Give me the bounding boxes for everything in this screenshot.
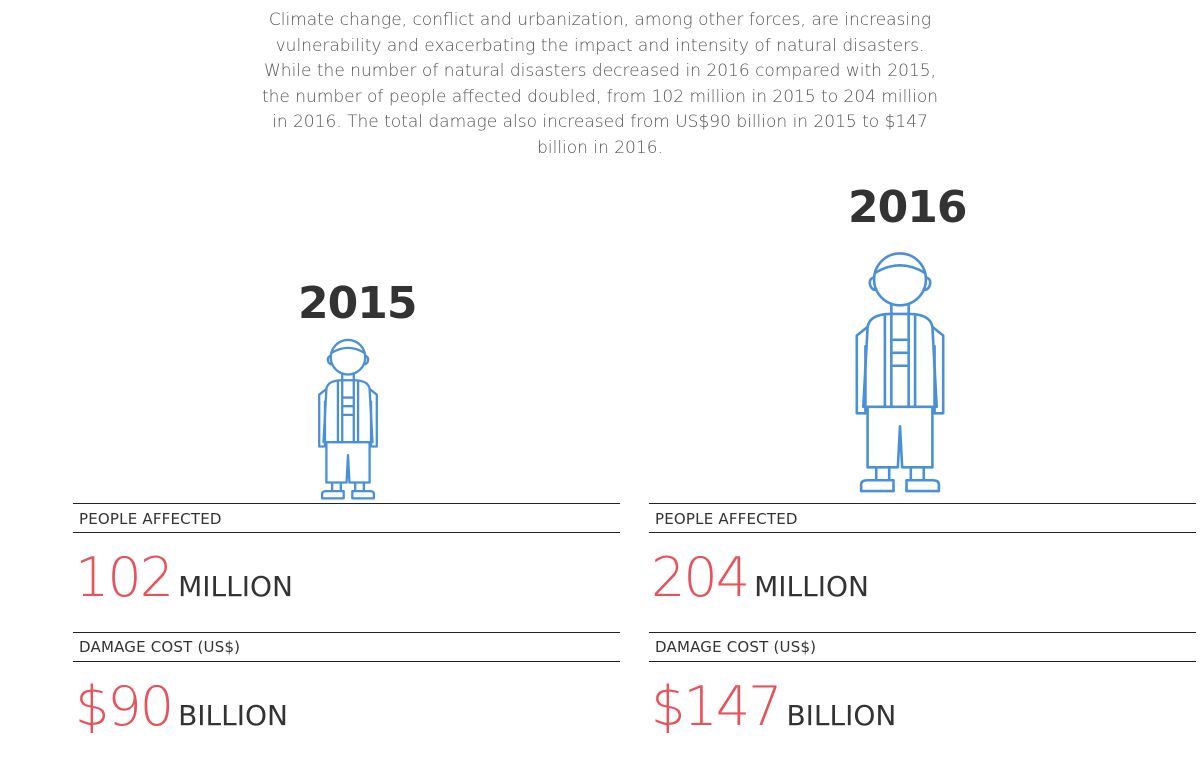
damage-cost-value: $147 BILLION bbox=[651, 675, 896, 738]
divider bbox=[649, 503, 1196, 504]
people-affected-number: 204 bbox=[651, 546, 750, 609]
damage-cost-number: $147 bbox=[651, 675, 782, 738]
year-2016-heading: 2016 bbox=[848, 182, 967, 233]
divider bbox=[73, 503, 620, 504]
damage-cost-label: DAMAGE COST (US$) bbox=[79, 638, 241, 656]
damage-cost-label: DAMAGE COST (US$) bbox=[655, 638, 817, 656]
intro-line: in 2016. The total damage also increased… bbox=[272, 112, 928, 132]
damage-cost-value: $90 BILLION bbox=[75, 675, 288, 738]
people-affected-value: 102 MILLION bbox=[75, 546, 293, 609]
people-affected-value: 204 MILLION bbox=[651, 546, 869, 609]
intro-line: billion in 2016. bbox=[537, 137, 663, 158]
person-outline-icon bbox=[318, 338, 378, 500]
divider bbox=[73, 532, 620, 533]
people-affected-label: PEOPLE AFFECTED bbox=[655, 510, 798, 528]
people-affected-number: 102 bbox=[75, 546, 174, 609]
intro-line: While the number of natural disasters de… bbox=[263, 61, 936, 81]
person-outline-icon bbox=[855, 252, 945, 493]
divider bbox=[73, 632, 620, 633]
damage-cost-unit: BILLION bbox=[786, 699, 897, 732]
year-2015-heading: 2015 bbox=[298, 278, 417, 329]
intro-paragraph: Climate change, conflict and urbanizatio… bbox=[240, 8, 960, 161]
divider bbox=[73, 661, 620, 662]
intro-line: vulnerability and exacerbating the impac… bbox=[275, 35, 925, 56]
divider bbox=[649, 532, 1196, 533]
people-affected-unit: MILLION bbox=[754, 570, 869, 603]
intro-line: Climate change, conflict and urbanizatio… bbox=[268, 10, 932, 30]
divider bbox=[649, 632, 1196, 633]
people-affected-unit: MILLION bbox=[178, 570, 293, 603]
damage-cost-number: $90 bbox=[75, 675, 174, 738]
divider bbox=[649, 661, 1196, 662]
people-affected-label: PEOPLE AFFECTED bbox=[79, 510, 222, 528]
intro-line: the number of people affected doubled, f… bbox=[261, 86, 939, 107]
damage-cost-unit: BILLION bbox=[178, 699, 288, 732]
